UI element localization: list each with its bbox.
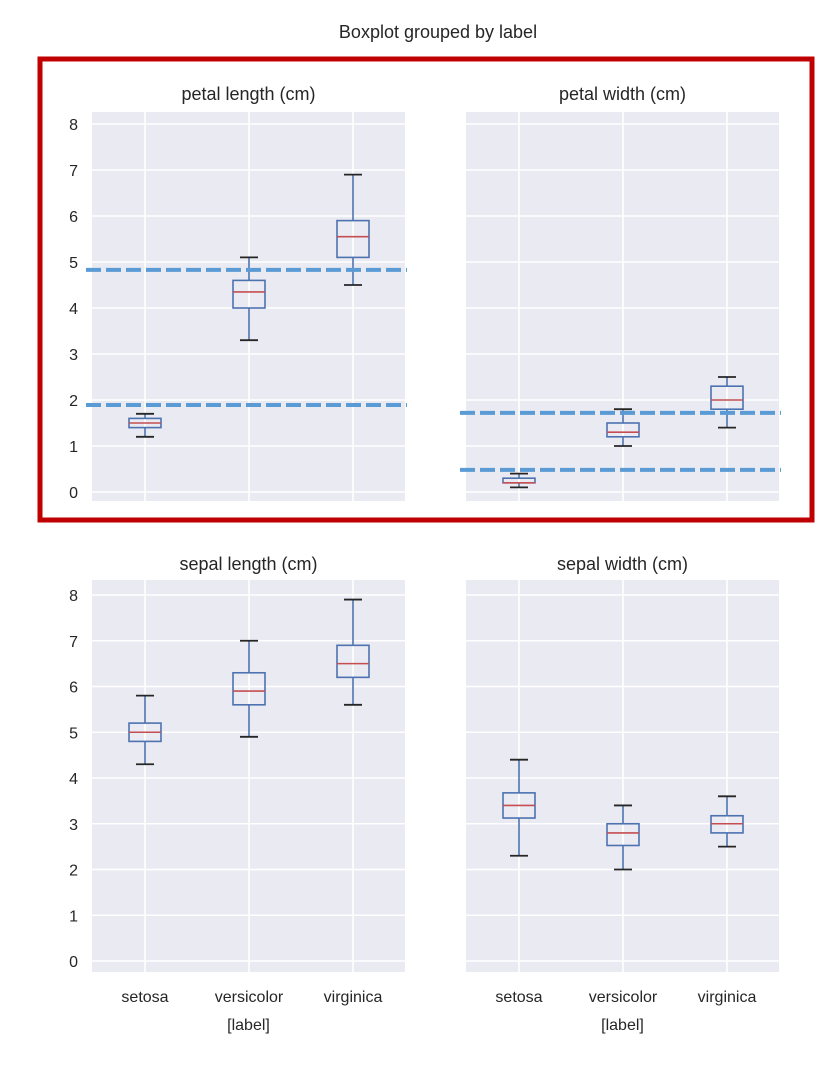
box-setosa <box>502 758 536 857</box>
y-tick-label: 3 <box>69 347 78 364</box>
y-tick-label: 5 <box>69 255 78 272</box>
subplot-title: petal width (cm) <box>559 84 686 104</box>
iqr-box <box>606 422 640 438</box>
subplot-title: sepal width (cm) <box>557 554 688 574</box>
subplot-petal-width-cm: petal width (cm) <box>460 84 781 501</box>
y-tick-label: 4 <box>69 771 78 788</box>
box-virginica <box>336 173 370 286</box>
y-tick-label: 1 <box>69 439 78 456</box>
x-tick-label: setosa <box>121 989 168 1006</box>
box-versicolor <box>606 804 640 871</box>
iqr-box <box>606 822 640 847</box>
y-tick-label: 1 <box>69 908 78 925</box>
subplot-sepal-length-cm: 0 1 2 3 4 5 6 7 8 sepal length (cm) setosa versicol… <box>69 554 405 1034</box>
subplot-title: sepal length (cm) <box>179 554 317 574</box>
x-tick-label: virginica <box>324 989 383 1006</box>
iqr-box <box>232 279 266 309</box>
iqr-box <box>336 644 370 679</box>
y-tick-label: 5 <box>69 725 78 742</box>
y-tick-label: 2 <box>69 393 78 410</box>
y-tick-label: 7 <box>69 634 78 651</box>
subplot-petal-length-cm: 0 1 2 3 4 5 6 7 8 petal length (cm) <box>69 84 407 502</box>
iqr-box <box>710 385 744 411</box>
x-axis-label: [label] <box>601 1017 644 1034</box>
x-tick-label: setosa <box>495 989 542 1006</box>
y-tick-label: 7 <box>69 163 78 180</box>
y-tick-label: 3 <box>69 817 78 834</box>
x-tick-label: versicolor <box>215 989 284 1006</box>
y-tick-label: 0 <box>69 485 78 502</box>
y-tick-label: 6 <box>69 209 78 226</box>
x-axis-label: [label] <box>227 1017 270 1034</box>
y-tick-label: 8 <box>69 588 78 605</box>
y-tick-label: 0 <box>69 954 78 971</box>
highlight-rectangle <box>37 56 815 523</box>
y-tick-label: 2 <box>69 863 78 880</box>
iqr-box <box>232 671 266 706</box>
subplot-title: petal length (cm) <box>181 84 315 104</box>
box-virginica <box>710 795 744 848</box>
x-tick-label: versicolor <box>589 989 658 1006</box>
figure-suptitle: Boxplot grouped by label <box>339 22 537 42</box>
y-tick-label: 6 <box>69 680 78 697</box>
box-virginica <box>336 598 370 706</box>
y-tick-label: 8 <box>69 117 78 134</box>
x-tick-label: virginica <box>698 989 757 1006</box>
box-setosa <box>128 412 162 438</box>
y-tick-label: 4 <box>69 301 78 318</box>
iqr-box <box>336 219 370 259</box>
box-versicolor <box>232 639 266 738</box>
box-setosa <box>502 472 536 489</box>
box-setosa <box>128 694 162 766</box>
subplot-sepal-width-cm: sepal width (cm) setosa versicolor virginic… <box>466 554 779 1034</box>
